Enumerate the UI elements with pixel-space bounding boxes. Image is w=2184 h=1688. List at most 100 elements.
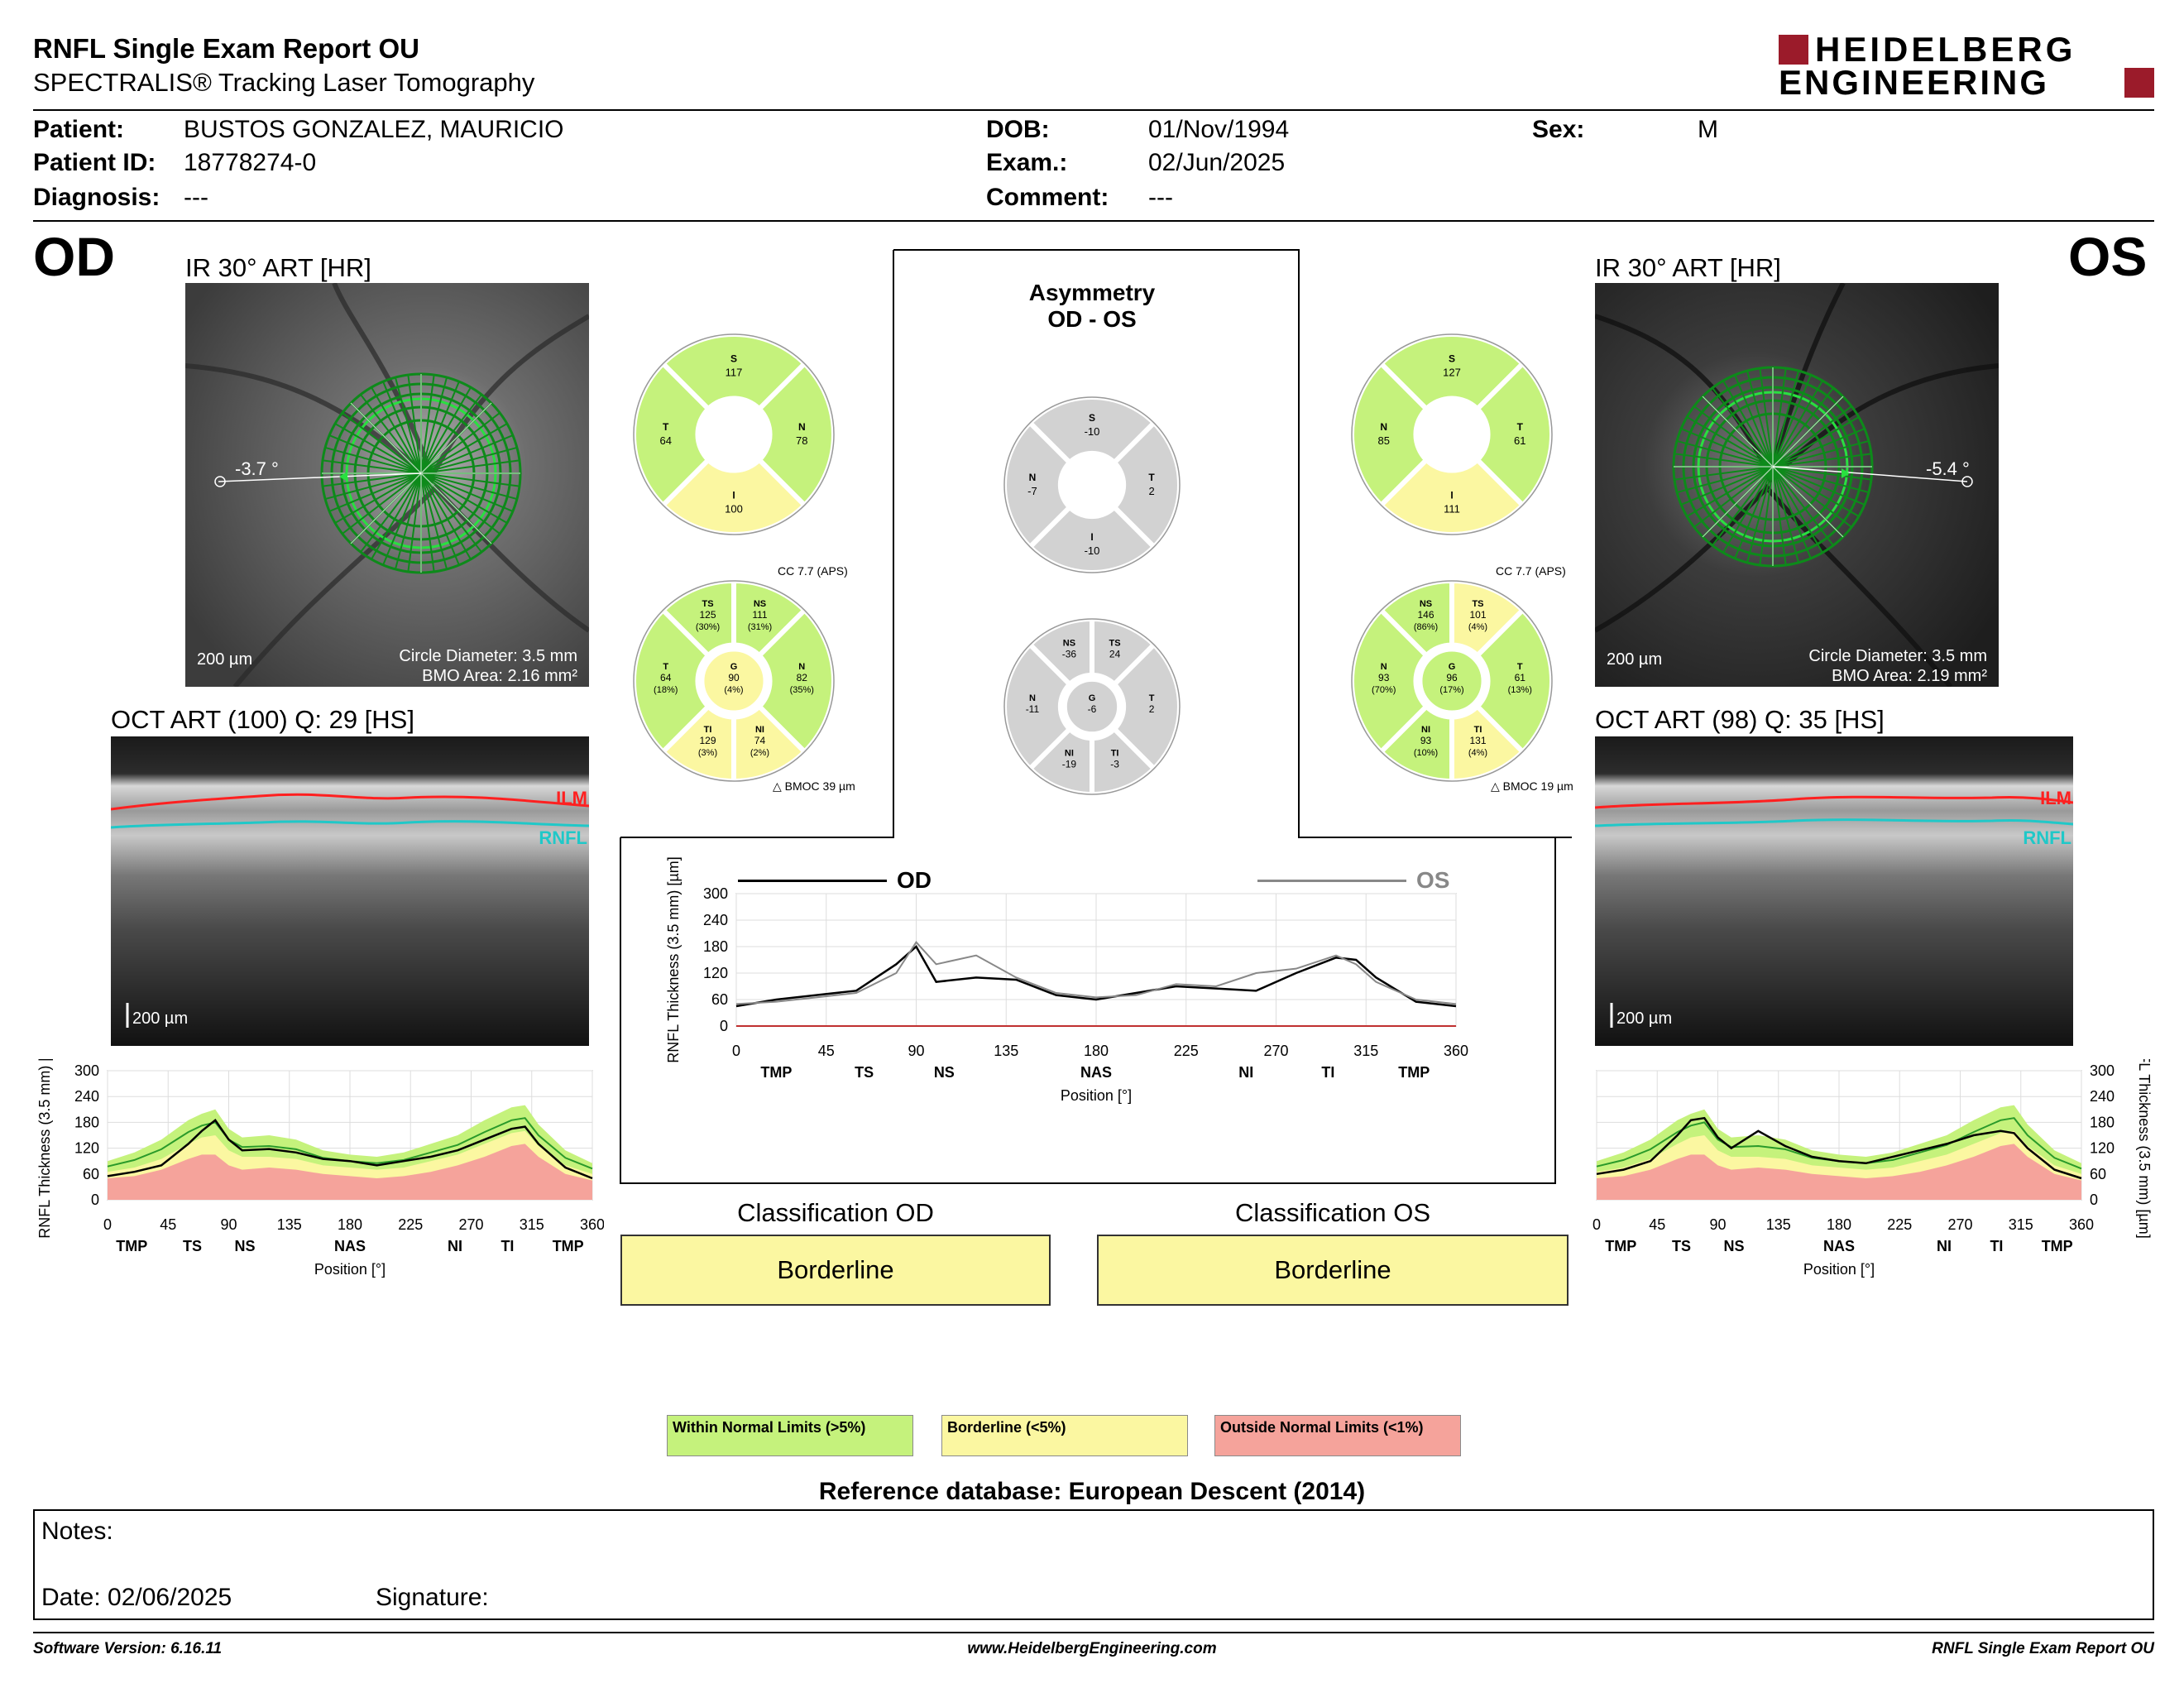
sector-label: TI — [500, 1238, 514, 1254]
scan-spoke — [1772, 466, 1872, 481]
scan-spoke — [1772, 466, 1834, 546]
scan-spoke — [420, 472, 508, 524]
comment-value: --- — [1148, 184, 1173, 211]
asym-sect-label-ts: TS — [1109, 638, 1121, 648]
od-sect-value-ts: 125 — [699, 609, 716, 621]
legend-borderline: Borderline (<5%) — [941, 1415, 1188, 1456]
scan-spoke — [1772, 466, 1812, 559]
x-tick-label: 270 — [1947, 1216, 1972, 1233]
report-subtitle: SPECTRALIS® Tracking Laser Tomography — [33, 68, 535, 97]
od-sect-value-n: 82 — [797, 672, 808, 683]
od-sect-label-ni: NI — [755, 725, 764, 735]
asym-quad-label-n: N — [1029, 472, 1037, 483]
scan-spoke — [1712, 466, 1774, 546]
os-sect-label-t: T — [1517, 662, 1523, 672]
x-tick-label: 180 — [1827, 1216, 1851, 1233]
y-tick-label: 120 — [74, 1140, 99, 1157]
os-sect-percent-ts: (4%) — [1468, 622, 1487, 632]
date-label: Date: 02/06/2025 — [41, 1584, 232, 1611]
os-angle: -5.4 ° — [1926, 458, 1970, 479]
x-tick-label: 135 — [1766, 1216, 1791, 1233]
scan-spoke — [1772, 416, 1860, 468]
os-quad-value-n: 85 — [1377, 434, 1389, 447]
y-tick-label: 180 — [703, 938, 728, 955]
os-classification-title: Classification OS — [1234, 1198, 1431, 1227]
heidelberg-logo: HEIDELBERG ENGINEERING — [1779, 31, 2159, 103]
x-tick-label: 45 — [1649, 1216, 1665, 1233]
asym-sect-segment-g — [1063, 678, 1121, 736]
os-rnfl-profile-chart: 0 45 90 135 180 225 270 315 360 0 60 120 180 240 300 TM… — [1592, 1059, 2153, 1278]
y-tick-label: 240 — [2090, 1088, 2115, 1105]
os-ir-label: IR 30° ART [HR] — [1595, 253, 1781, 282]
os-sect-percent-t: (13%) — [1508, 685, 1532, 695]
x-tick-label: 180 — [1084, 1043, 1109, 1059]
y-tick-label: 60 — [711, 991, 728, 1008]
os-eye-label: OS — [2068, 226, 2148, 287]
scan-spoke — [420, 374, 435, 474]
od-sect-percent-g: (4%) — [724, 685, 743, 695]
x-tick-label: 315 — [2009, 1216, 2033, 1233]
sector-label: NI — [1238, 1064, 1253, 1081]
asym-sect-value-t: 2 — [1149, 703, 1155, 715]
os-quad-value-i: 111 — [1444, 502, 1460, 515]
y-tick-label: 120 — [703, 965, 728, 981]
diagnosis-value: --- — [184, 184, 208, 211]
y-tick-label: 240 — [74, 1088, 99, 1105]
sector-label: NAS — [1080, 1064, 1112, 1081]
scan-spoke — [382, 381, 422, 474]
os-sect-value-ns: 146 — [1417, 609, 1434, 621]
scan-spoke — [1772, 466, 1860, 517]
outside-band — [1597, 1144, 2081, 1200]
x-tick-label: 90 — [908, 1043, 924, 1059]
y-tick-label: 120 — [2090, 1140, 2115, 1157]
od-quad-value-n: 78 — [796, 434, 807, 447]
logo-square-bottom — [2124, 68, 2154, 98]
os-sect-value-ni: 93 — [1420, 735, 1432, 746]
signature-label: Signature: — [376, 1584, 489, 1611]
scan-spoke — [1772, 405, 1852, 468]
scan-spoke — [420, 376, 448, 474]
scan-spoke — [420, 472, 520, 487]
scan-spoke — [1674, 466, 1774, 481]
sector-label: TS — [1672, 1238, 1691, 1254]
asym-quad-value-s: -10 — [1085, 425, 1100, 438]
y-tick-label: 300 — [74, 1062, 99, 1079]
scan-spoke — [382, 472, 422, 566]
os-legend-line — [1257, 880, 1406, 882]
asym-sect-label-n: N — [1029, 693, 1036, 703]
os-sect-percent-ti: (4%) — [1468, 748, 1487, 758]
scan-spoke — [328, 434, 422, 474]
scan-spoke — [420, 472, 460, 566]
os-sect-label-ts: TS — [1472, 599, 1483, 609]
sector-label: TMP — [553, 1238, 584, 1254]
scan-spoke — [1772, 466, 1870, 494]
od-oct-label: OCT ART (100) Q: 29 [HS] — [111, 705, 414, 734]
patient-id: 18778274-0 — [184, 149, 317, 176]
scan-spoke — [1759, 367, 1774, 468]
sex-label: Sex: — [1532, 116, 1585, 143]
scan-spoke — [1772, 439, 1870, 468]
x-tick-label: 225 — [1887, 1216, 1912, 1233]
od-fundus-svg — [185, 283, 589, 687]
asym-sect-value-g: -6 — [1088, 703, 1097, 715]
od-sect-value-ns: 111 — [752, 609, 768, 621]
asym-sect-label-ni: NI — [1065, 749, 1074, 759]
asymmetry-subtitle: OD - OS — [1047, 306, 1137, 332]
y-tick-label: 180 — [2090, 1114, 2115, 1130]
scan-spoke — [420, 472, 448, 570]
asym-sect-value-ti: -3 — [1110, 759, 1119, 770]
od-quad-value-t: 64 — [659, 434, 671, 447]
scan-spoke — [328, 472, 422, 512]
scan-spoke — [1772, 387, 1834, 468]
logo-square-top — [1779, 35, 1808, 65]
scan-spoke — [1772, 370, 1800, 468]
os-sect-label-ti: TI — [1474, 725, 1482, 735]
scan-spoke — [1759, 466, 1774, 566]
sector-label: NS — [1724, 1238, 1745, 1254]
scan-spoke — [420, 381, 460, 474]
os-sect-percent-ni: (10%) — [1414, 748, 1438, 758]
x-tick-label: 360 — [1444, 1043, 1468, 1059]
asym-sect-value-ni: -19 — [1062, 759, 1077, 770]
scan-spoke — [420, 472, 472, 560]
